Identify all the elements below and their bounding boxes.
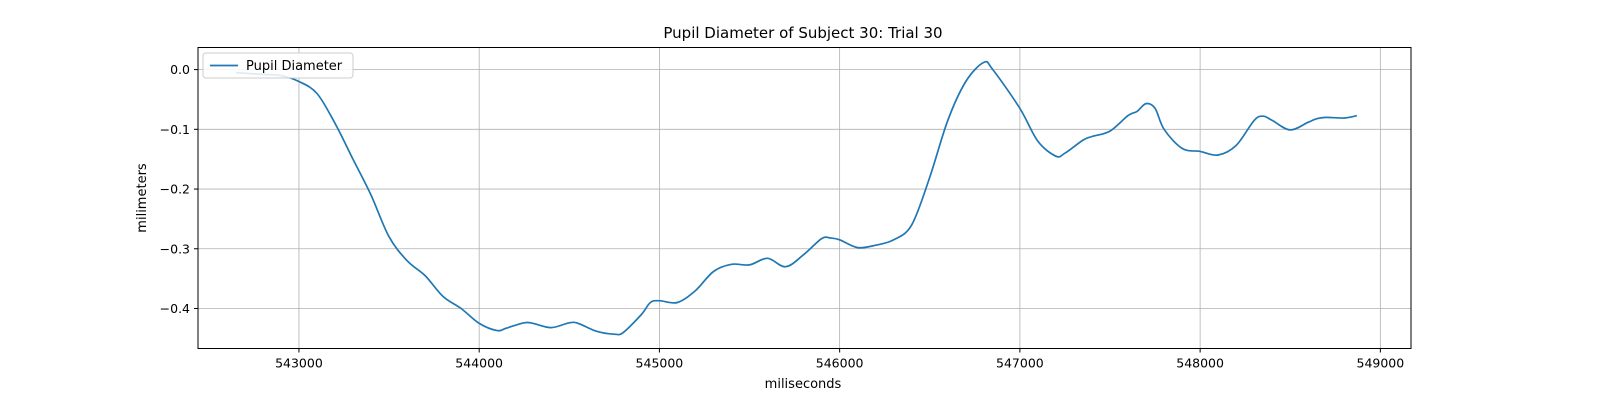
series-line-pupil-diameter [235,60,1358,336]
x-axis-label: miliseconds [765,377,842,392]
legend: Pupil Diameter [202,52,354,79]
y-tick-label: 0.0 [170,62,190,77]
y-axis-label: milimeters [135,163,150,233]
x-tick-label: 547000 [996,356,1044,371]
x-tick-label: 546000 [816,356,864,371]
plot-frame [197,47,1412,349]
legend-box [202,52,354,79]
y-tick-label: −0.2 [160,182,190,197]
y-tick-label: −0.4 [160,301,190,316]
x-tick-label: 543000 [275,356,323,371]
y-tick-label: −0.3 [160,241,190,256]
x-tick-label: 549000 [1357,356,1405,371]
x-tick-label: 545000 [636,356,684,371]
y-tick-label: −0.1 [160,122,190,137]
x-tick-label: 544000 [455,356,503,371]
y-axis-ticks: 0.0 −0.1 −0.2 −0.3 −0.4 [160,62,198,316]
chart-title: Pupil Diameter of Subject 30: Trial 30 [663,24,942,42]
grid [198,47,1411,349]
legend-label: Pupil Diameter [246,59,343,74]
x-axis-ticks: 543000 544000 545000 546000 547000 548000 5490… [275,348,1405,371]
x-tick-label: 548000 [1176,356,1224,371]
